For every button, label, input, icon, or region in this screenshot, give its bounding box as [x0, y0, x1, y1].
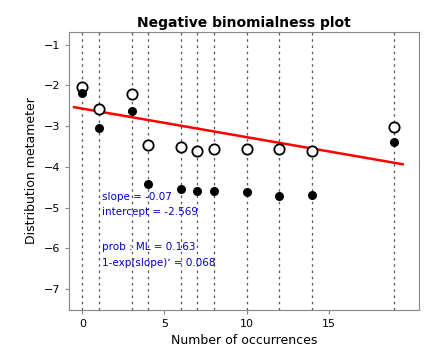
Point — [178, 144, 184, 149]
Point — [210, 189, 217, 194]
Point — [79, 90, 86, 96]
X-axis label: Number of occurrences: Number of occurrences — [171, 334, 317, 347]
Point — [95, 106, 102, 112]
Point — [79, 85, 86, 90]
Point — [309, 149, 316, 154]
Text: prob : ML = 0.163: prob : ML = 0.163 — [102, 243, 195, 252]
Text: intercept = -2.569: intercept = -2.569 — [102, 207, 198, 217]
Point — [276, 146, 283, 152]
Point — [178, 186, 184, 192]
Text: 1-exp(slope)ʼ = 0.068: 1-exp(slope)ʼ = 0.068 — [102, 257, 216, 267]
Point — [145, 181, 152, 187]
Point — [194, 188, 201, 193]
Title: Negative binomialness plot: Negative binomialness plot — [137, 16, 351, 30]
Point — [145, 141, 152, 147]
Point — [309, 192, 316, 198]
Point — [210, 147, 217, 152]
Point — [128, 91, 135, 97]
Y-axis label: Distribution metameter: Distribution metameter — [25, 98, 38, 244]
Point — [243, 146, 250, 152]
Point — [95, 125, 102, 131]
Point — [391, 139, 398, 144]
Point — [243, 189, 250, 195]
Point — [128, 108, 135, 113]
Point — [391, 124, 398, 130]
Point — [276, 193, 283, 199]
Point — [194, 149, 201, 154]
Text: slope = -0.07: slope = -0.07 — [102, 192, 172, 202]
